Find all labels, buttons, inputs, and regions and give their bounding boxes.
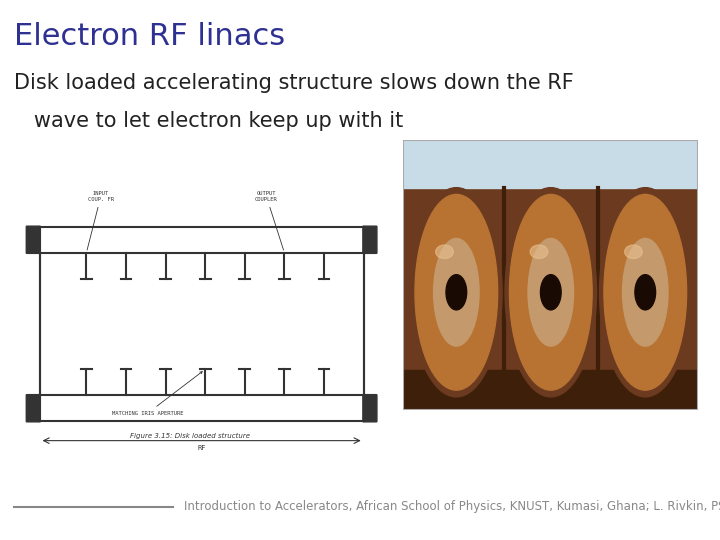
Ellipse shape <box>623 239 668 346</box>
Ellipse shape <box>410 187 502 397</box>
Bar <box>403 140 698 187</box>
Ellipse shape <box>635 275 656 310</box>
Ellipse shape <box>415 194 498 390</box>
Ellipse shape <box>433 239 479 346</box>
FancyBboxPatch shape <box>363 226 377 253</box>
Text: Introduction to Accelerators, African School of Physics, KNUST, Kumasi, Ghana; L: Introduction to Accelerators, African Sc… <box>184 500 720 513</box>
Ellipse shape <box>528 239 574 346</box>
Ellipse shape <box>625 245 642 259</box>
Ellipse shape <box>510 194 592 390</box>
Ellipse shape <box>505 187 597 397</box>
Text: Disk loaded accelerating structure slows down the RF: Disk loaded accelerating structure slows… <box>14 73 574 93</box>
FancyBboxPatch shape <box>26 395 40 422</box>
Text: RF: RF <box>197 446 206 451</box>
Text: OUTPUT
COUPLER: OUTPUT COUPLER <box>255 191 284 250</box>
FancyBboxPatch shape <box>26 226 40 253</box>
Text: INPUT
COUP. FR: INPUT COUP. FR <box>87 191 114 250</box>
FancyBboxPatch shape <box>363 395 377 422</box>
Ellipse shape <box>436 245 454 259</box>
Text: wave to let electron keep up with it: wave to let electron keep up with it <box>14 111 404 131</box>
Text: Electron RF linacs: Electron RF linacs <box>14 22 286 51</box>
Text: Figure 3.15: Disk loaded structure: Figure 3.15: Disk loaded structure <box>130 433 250 439</box>
Ellipse shape <box>446 275 467 310</box>
Ellipse shape <box>604 194 687 390</box>
Text: MATCHING IRIS APERTURE: MATCHING IRIS APERTURE <box>112 372 202 416</box>
Ellipse shape <box>530 245 548 259</box>
Ellipse shape <box>541 275 561 310</box>
Bar <box>403 370 698 410</box>
Ellipse shape <box>600 187 691 397</box>
